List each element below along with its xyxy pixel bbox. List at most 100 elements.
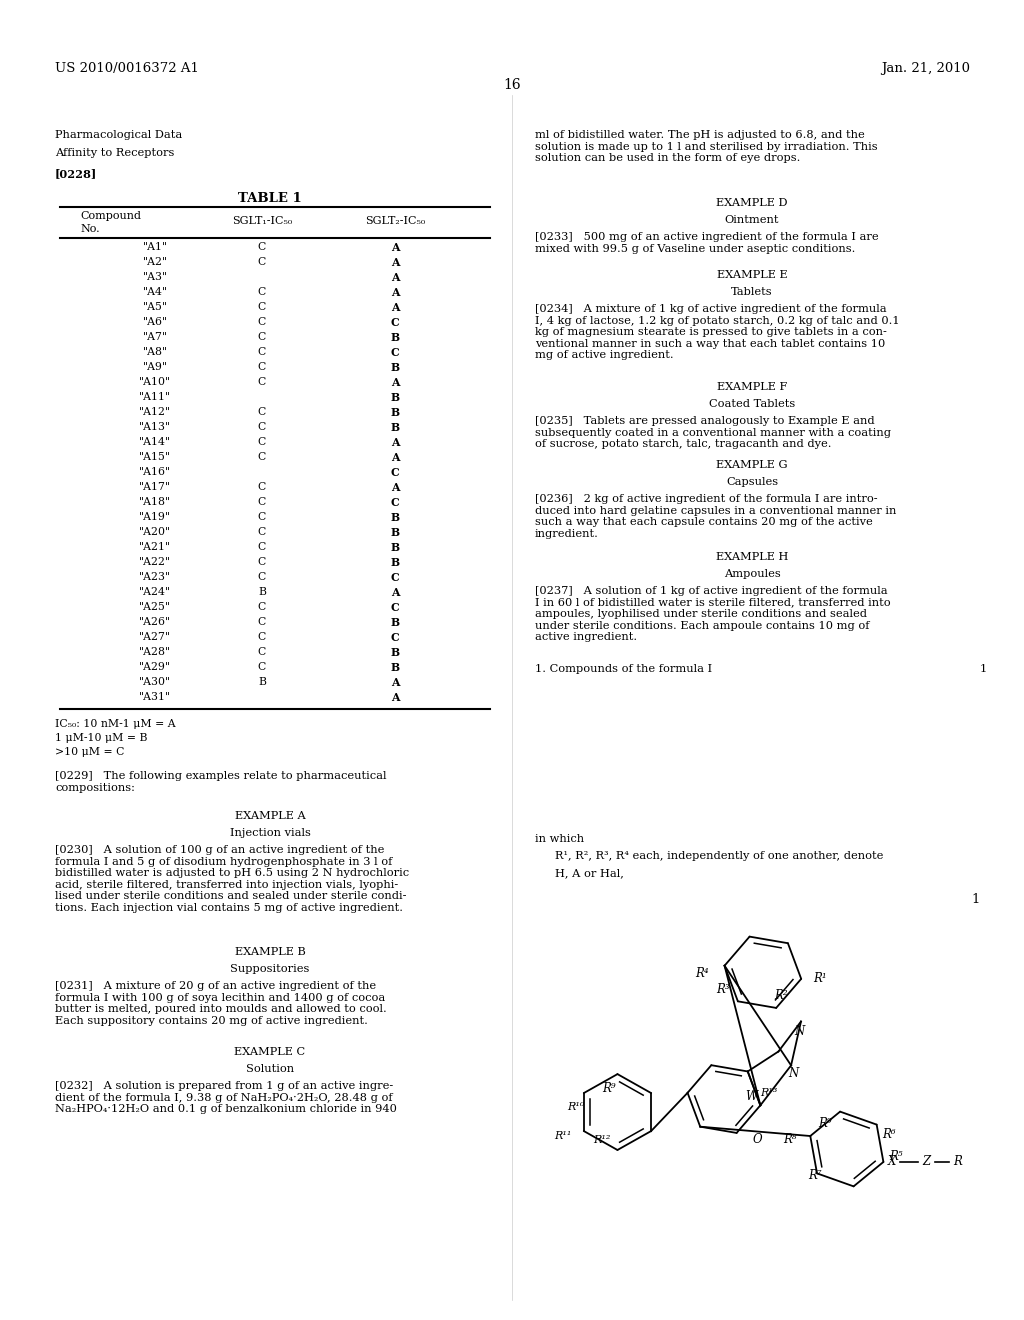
Text: R²: R²	[774, 990, 788, 1002]
Text: B: B	[390, 392, 399, 403]
Text: B: B	[390, 543, 399, 553]
Text: Coated Tablets: Coated Tablets	[709, 399, 795, 409]
Text: C: C	[258, 663, 266, 672]
Text: C: C	[258, 512, 266, 521]
Text: "A3": "A3"	[142, 272, 168, 282]
Text: B: B	[390, 422, 399, 433]
Text: "A25": "A25"	[139, 602, 171, 612]
Text: C: C	[258, 451, 266, 462]
Text: SGLT₁-IC₅₀: SGLT₁-IC₅₀	[231, 216, 292, 226]
Text: EXAMPLE D: EXAMPLE D	[716, 198, 787, 209]
Text: C: C	[258, 632, 266, 642]
Text: EXAMPLE G: EXAMPLE G	[716, 459, 787, 470]
Text: "A31": "A31"	[139, 692, 171, 702]
Text: No.: No.	[80, 224, 99, 234]
Text: [0228]: [0228]	[55, 168, 97, 180]
Text: "A18": "A18"	[139, 498, 171, 507]
Text: C: C	[258, 616, 266, 627]
Text: B: B	[390, 333, 399, 343]
Text: Affinity to Receptors: Affinity to Receptors	[55, 148, 174, 158]
Text: R⁶: R⁶	[882, 1129, 896, 1140]
Text: "A14": "A14"	[139, 437, 171, 447]
Text: R⁹: R⁹	[818, 1117, 831, 1130]
Text: Compound: Compound	[80, 211, 141, 220]
Text: R⁸: R⁸	[783, 1133, 797, 1146]
Text: C: C	[390, 317, 399, 327]
Text: Jan. 21, 2010: Jan. 21, 2010	[881, 62, 970, 75]
Text: R⁴: R⁴	[695, 968, 709, 981]
Text: [0231]   A mixture of 20 g of an active ingredient of the
formula I with 100 g o: [0231] A mixture of 20 g of an active in…	[55, 981, 387, 1026]
Text: "A27": "A27"	[139, 632, 171, 642]
Text: R¹²: R¹²	[594, 1135, 610, 1144]
Text: B: B	[390, 407, 399, 418]
Text: C: C	[258, 378, 266, 387]
Text: Solution: Solution	[246, 1064, 294, 1074]
Text: B: B	[390, 557, 399, 568]
Text: EXAMPLE C: EXAMPLE C	[234, 1047, 305, 1057]
Text: EXAMPLE F: EXAMPLE F	[717, 381, 787, 392]
Text: "A9": "A9"	[142, 362, 168, 372]
Text: C: C	[390, 347, 399, 358]
Text: C: C	[258, 498, 266, 507]
Text: B: B	[258, 677, 266, 686]
Text: B: B	[390, 616, 399, 628]
Text: C: C	[258, 543, 266, 552]
Text: "A29": "A29"	[139, 663, 171, 672]
Text: Tablets: Tablets	[731, 286, 773, 297]
Text: Z: Z	[923, 1155, 931, 1168]
Text: B: B	[390, 512, 399, 523]
Text: "A11": "A11"	[139, 392, 171, 403]
Text: R: R	[952, 1155, 962, 1168]
Text: "A1": "A1"	[142, 242, 168, 252]
Text: B: B	[390, 527, 399, 539]
Text: EXAMPLE B: EXAMPLE B	[234, 946, 305, 957]
Text: [0230]   A solution of 100 g of an active ingredient of the
formula I and 5 g of: [0230] A solution of 100 g of an active …	[55, 845, 410, 913]
Text: EXAMPLE E: EXAMPLE E	[717, 271, 787, 280]
Text: R¹, R², R³, R⁴ each, independently of one another, denote: R¹, R², R³, R⁴ each, independently of on…	[555, 851, 884, 861]
Text: R¹⁰: R¹⁰	[567, 1102, 585, 1111]
Text: B: B	[390, 647, 399, 657]
Text: "A12": "A12"	[139, 407, 171, 417]
Text: R⁹: R⁹	[602, 1081, 616, 1094]
Text: SGLT₂-IC₅₀: SGLT₂-IC₅₀	[365, 216, 425, 226]
Text: A: A	[391, 482, 399, 492]
Text: "A28": "A28"	[139, 647, 171, 657]
Text: "A23": "A23"	[139, 572, 171, 582]
Text: "A17": "A17"	[139, 482, 171, 492]
Text: C: C	[258, 437, 266, 447]
Text: C: C	[258, 527, 266, 537]
Text: [0235]   Tablets are pressed analogously to Example E and
subsequently coated in: [0235] Tablets are pressed analogously t…	[535, 416, 891, 449]
Text: "A7": "A7"	[142, 333, 168, 342]
Text: Capsules: Capsules	[726, 477, 778, 487]
Text: Pharmacological Data: Pharmacological Data	[55, 129, 182, 140]
Text: R¹³: R¹³	[760, 1089, 777, 1098]
Text: O: O	[753, 1133, 762, 1146]
Text: C: C	[390, 632, 399, 643]
Text: B: B	[258, 587, 266, 597]
Text: R⁵: R⁵	[889, 1151, 902, 1163]
Text: C: C	[258, 422, 266, 432]
Text: C: C	[258, 257, 266, 267]
Text: C: C	[258, 602, 266, 612]
Text: B: B	[390, 663, 399, 673]
Text: [0234]   A mixture of 1 kg of active ingredient of the formula
I, 4 kg of lactos: [0234] A mixture of 1 kg of active ingre…	[535, 304, 900, 360]
Text: R¹: R¹	[813, 973, 826, 985]
Text: N: N	[788, 1067, 799, 1080]
Text: 1: 1	[980, 664, 987, 675]
Text: C: C	[258, 362, 266, 372]
Text: "A6": "A6"	[142, 317, 168, 327]
Text: C: C	[258, 317, 266, 327]
Text: A: A	[391, 451, 399, 463]
Text: >10 μM = C: >10 μM = C	[55, 747, 124, 756]
Text: "A2": "A2"	[142, 257, 168, 267]
Text: [0233]   500 mg of an active ingredient of the formula I are
mixed with 99.5 g o: [0233] 500 mg of an active ingredient of…	[535, 232, 879, 253]
Text: A: A	[391, 242, 399, 253]
Text: 16: 16	[503, 78, 521, 92]
Text: C: C	[390, 498, 399, 508]
Text: A: A	[391, 437, 399, 447]
Text: TABLE 1: TABLE 1	[239, 191, 302, 205]
Text: C: C	[258, 557, 266, 568]
Text: C: C	[390, 467, 399, 478]
Text: 1: 1	[972, 892, 980, 906]
Text: A: A	[391, 587, 399, 598]
